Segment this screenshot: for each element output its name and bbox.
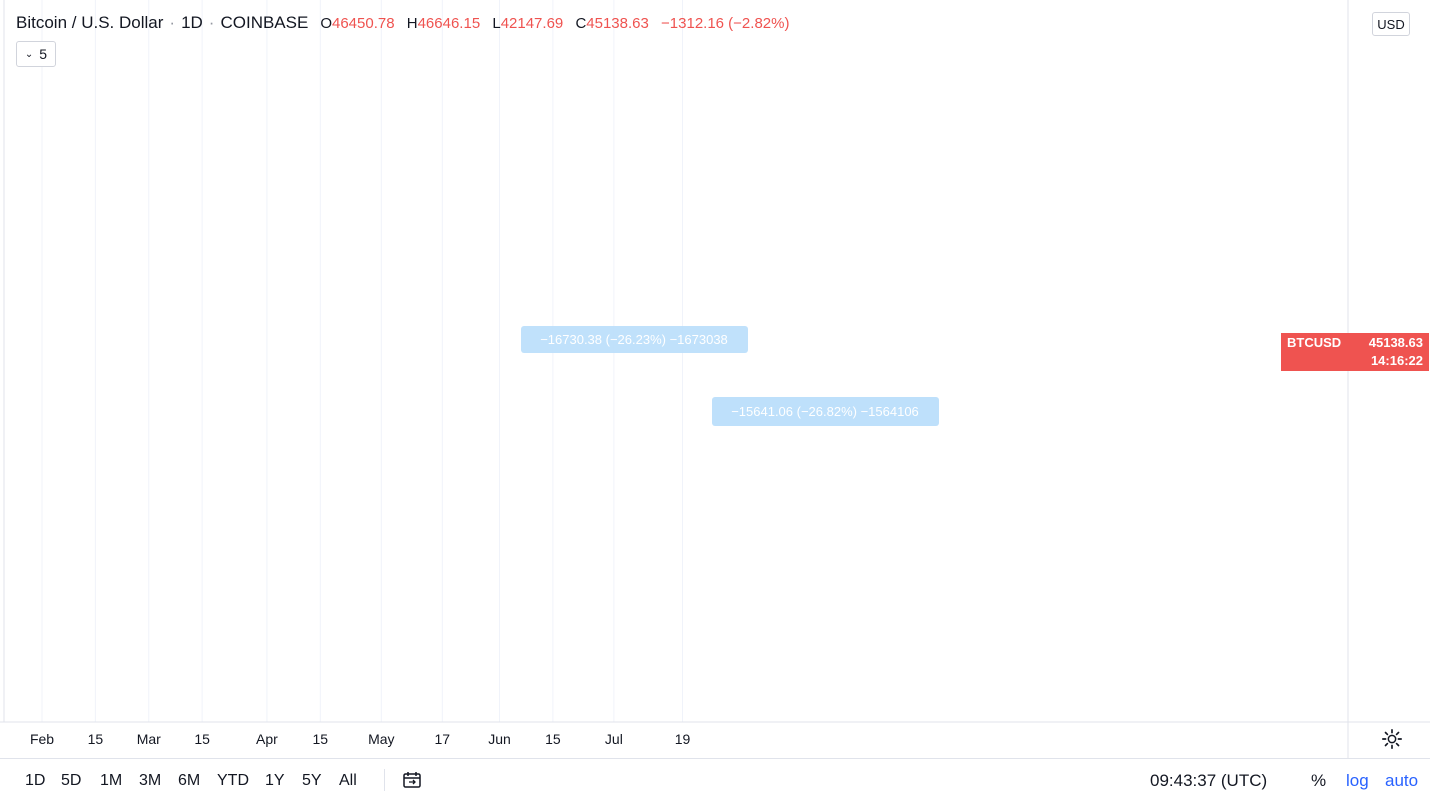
gear-icon[interactable]	[1381, 728, 1403, 750]
high-value: 46646.15	[417, 15, 481, 32]
time-axis-labels: Feb 15 Mar 15 Apr 15 May 17 Jun 15 Jul 19	[30, 731, 691, 747]
indicator-count: 5	[39, 46, 48, 62]
close-value: 45138.63	[586, 15, 649, 32]
time-tick-label: Apr	[256, 731, 278, 747]
open-value: 46450.78	[332, 15, 395, 32]
toolbar-divider	[384, 769, 385, 791]
low-label: L	[492, 15, 501, 32]
last-price-value: 45138.63	[1368, 335, 1423, 350]
time-tick-label: Feb	[30, 731, 54, 747]
last-price-tag: BTCUSD 45138.63 14:16:22	[1281, 333, 1429, 371]
last-price-symbol: BTCUSD	[1287, 335, 1342, 350]
high-label: H	[406, 15, 418, 32]
log-scale-toggle[interactable]: log	[1346, 771, 1369, 790]
ohlc-values: O46450.78 H46646.15 L42147.69 C45138.63 …	[320, 15, 789, 32]
timeframe-5y[interactable]: 5Y	[302, 772, 322, 789]
time-tick-label: Jul	[605, 731, 623, 747]
time-tick-label: 15	[194, 731, 210, 747]
time-tick-label: Mar	[137, 731, 161, 747]
time-tick-label: 19	[675, 731, 691, 747]
time-tick-label: 17	[435, 731, 451, 747]
utc-clock[interactable]: 09:43:37 (UTC)	[1150, 771, 1268, 790]
indicators-toggle-button[interactable]: ⌄ 5	[16, 41, 56, 67]
measure-info-1-bg	[521, 326, 748, 353]
bar-countdown: 14:16:22	[1370, 353, 1423, 368]
grid	[41, 0, 683, 722]
legend-separator: ·	[169, 13, 176, 32]
chevron-down-icon: ⌄	[24, 48, 34, 60]
timeframe-all[interactable]: All	[339, 772, 357, 789]
auto-scale-toggle[interactable]: auto	[1385, 771, 1419, 790]
timeframe-5d[interactable]: 5D	[61, 772, 82, 789]
measure-info-2: −15641.06 (−26.82%) −1564106	[712, 397, 939, 426]
measure-info-1-text: −16730.38 (−26.23%) −1673038	[540, 332, 728, 347]
symbol-legend: Bitcoin / U.S. Dollar · 1D · COINBASE O4…	[16, 13, 789, 33]
timeframe-6m[interactable]: 6M	[178, 772, 201, 789]
exchange: COINBASE	[220, 13, 309, 32]
time-tick-label: 15	[88, 731, 104, 747]
currency-button[interactable]: USD	[1372, 12, 1410, 36]
timeframe-1m[interactable]: 1M	[100, 772, 123, 789]
legend-separator: ·	[208, 13, 215, 32]
close-label: C	[575, 15, 587, 32]
time-tick-label: May	[368, 731, 394, 747]
measure-info-2-bg	[712, 397, 939, 426]
bottom-toolbar: 1D 5D 1M 3M 6M YTD 1Y 5Y All 09:43:37 (U…	[0, 758, 1430, 801]
time-tick-label: Jun	[488, 731, 511, 747]
timeframe-ytd[interactable]: YTD	[217, 772, 249, 789]
time-tick-label: 15	[545, 731, 561, 747]
timeframe-1d[interactable]: 1D	[25, 772, 46, 789]
low-value: 42147.69	[500, 15, 564, 32]
symbol-name[interactable]: Bitcoin / U.S. Dollar	[16, 13, 164, 32]
timeframe-1y[interactable]: 1Y	[265, 772, 285, 789]
compare-calendar-icon[interactable]	[402, 770, 422, 790]
measure-info-1: −16730.38 (−26.23%) −1673038	[521, 326, 748, 353]
change-value: −1312.16 (−2.82%)	[661, 15, 790, 32]
time-tick-label: 15	[313, 731, 329, 747]
timeframe-3m[interactable]: 3M	[139, 772, 162, 789]
percent-scale-toggle[interactable]: %	[1311, 771, 1327, 790]
open-label: O	[320, 15, 332, 32]
measure-info-2-text: −15641.06 (−26.82%) −1564106	[731, 404, 919, 419]
interval[interactable]: 1D	[181, 13, 203, 32]
